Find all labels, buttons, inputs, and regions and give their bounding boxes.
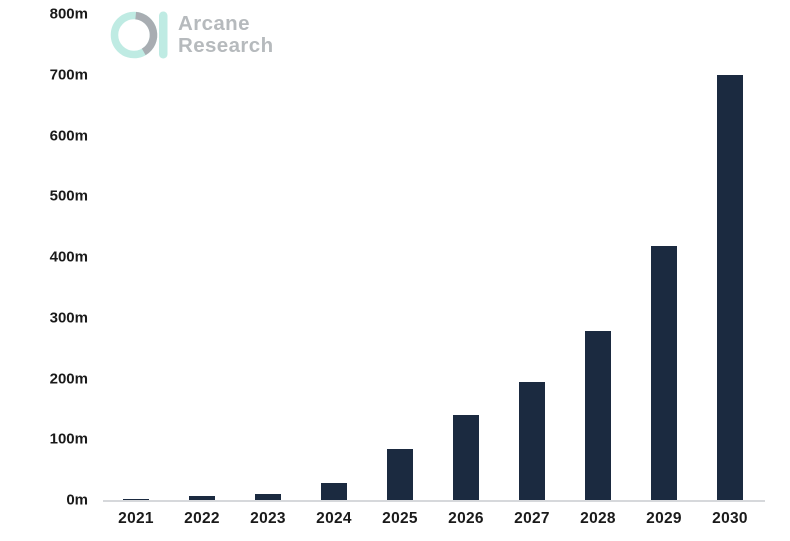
y-tick-label: 600m	[49, 127, 88, 144]
logo-text-line1: Arcane	[178, 12, 250, 35]
y-tick-label: 700m	[49, 66, 88, 84]
x-tick-label: 2021	[118, 510, 154, 527]
x-axis-labels: 2021 2022 2023 2024 2025 2026 2027 2028 2029 2030	[103, 510, 763, 528]
bar-slot	[103, 14, 169, 500]
x-tick-label: 2022	[184, 510, 220, 527]
logo-stem	[159, 11, 168, 59]
arcane-logo-mark-icon	[110, 11, 168, 59]
bars	[103, 14, 763, 500]
x-tick-label: 2025	[382, 510, 418, 527]
bar-slot	[565, 14, 631, 500]
bar-slot	[169, 14, 235, 500]
logo-text-line2: Research	[178, 34, 274, 57]
bar-slot	[631, 14, 697, 500]
y-tick-label: 200m	[49, 370, 88, 387]
bar-2022	[189, 496, 215, 500]
bar-2030	[717, 74, 743, 500]
bar-2024	[321, 483, 347, 500]
x-tick-label: 2024	[316, 510, 352, 527]
x-tick-label: 2027	[514, 510, 550, 527]
bar-slot	[697, 14, 763, 500]
bar-slot	[367, 14, 433, 500]
bar-2023	[255, 493, 281, 500]
y-tick-label: 800m	[49, 5, 88, 23]
x-tick-label: 2028	[580, 510, 616, 527]
logo-ring-gray	[135, 11, 158, 56]
bar-slot	[499, 14, 565, 500]
y-tick-label: 100m	[49, 430, 88, 448]
y-tick-label: 400m	[49, 248, 88, 266]
x-tick-label: 2029	[646, 510, 682, 527]
x-tick-label: 2023	[250, 510, 286, 527]
bar-2028	[585, 331, 611, 500]
bar-2026	[453, 415, 479, 500]
logo-text: Arcane Research	[178, 13, 274, 57]
x-tick-label: 2030	[712, 510, 748, 527]
bar-2027	[519, 382, 545, 500]
plot-area	[103, 14, 765, 502]
arcane-research-logo: Arcane Research	[110, 9, 274, 61]
x-axis-line	[103, 500, 765, 502]
bar-2021	[123, 499, 149, 500]
x-tick-label: 2026	[448, 510, 484, 527]
y-tick-label: 500m	[49, 187, 88, 205]
bar-slot	[301, 14, 367, 500]
y-tick-label: 0m	[66, 491, 88, 509]
bar-slot	[235, 14, 301, 500]
bar-2029	[651, 246, 677, 500]
y-tick-label: 300m	[49, 309, 88, 327]
bar-2025	[387, 449, 413, 500]
bar-slot	[433, 14, 499, 500]
